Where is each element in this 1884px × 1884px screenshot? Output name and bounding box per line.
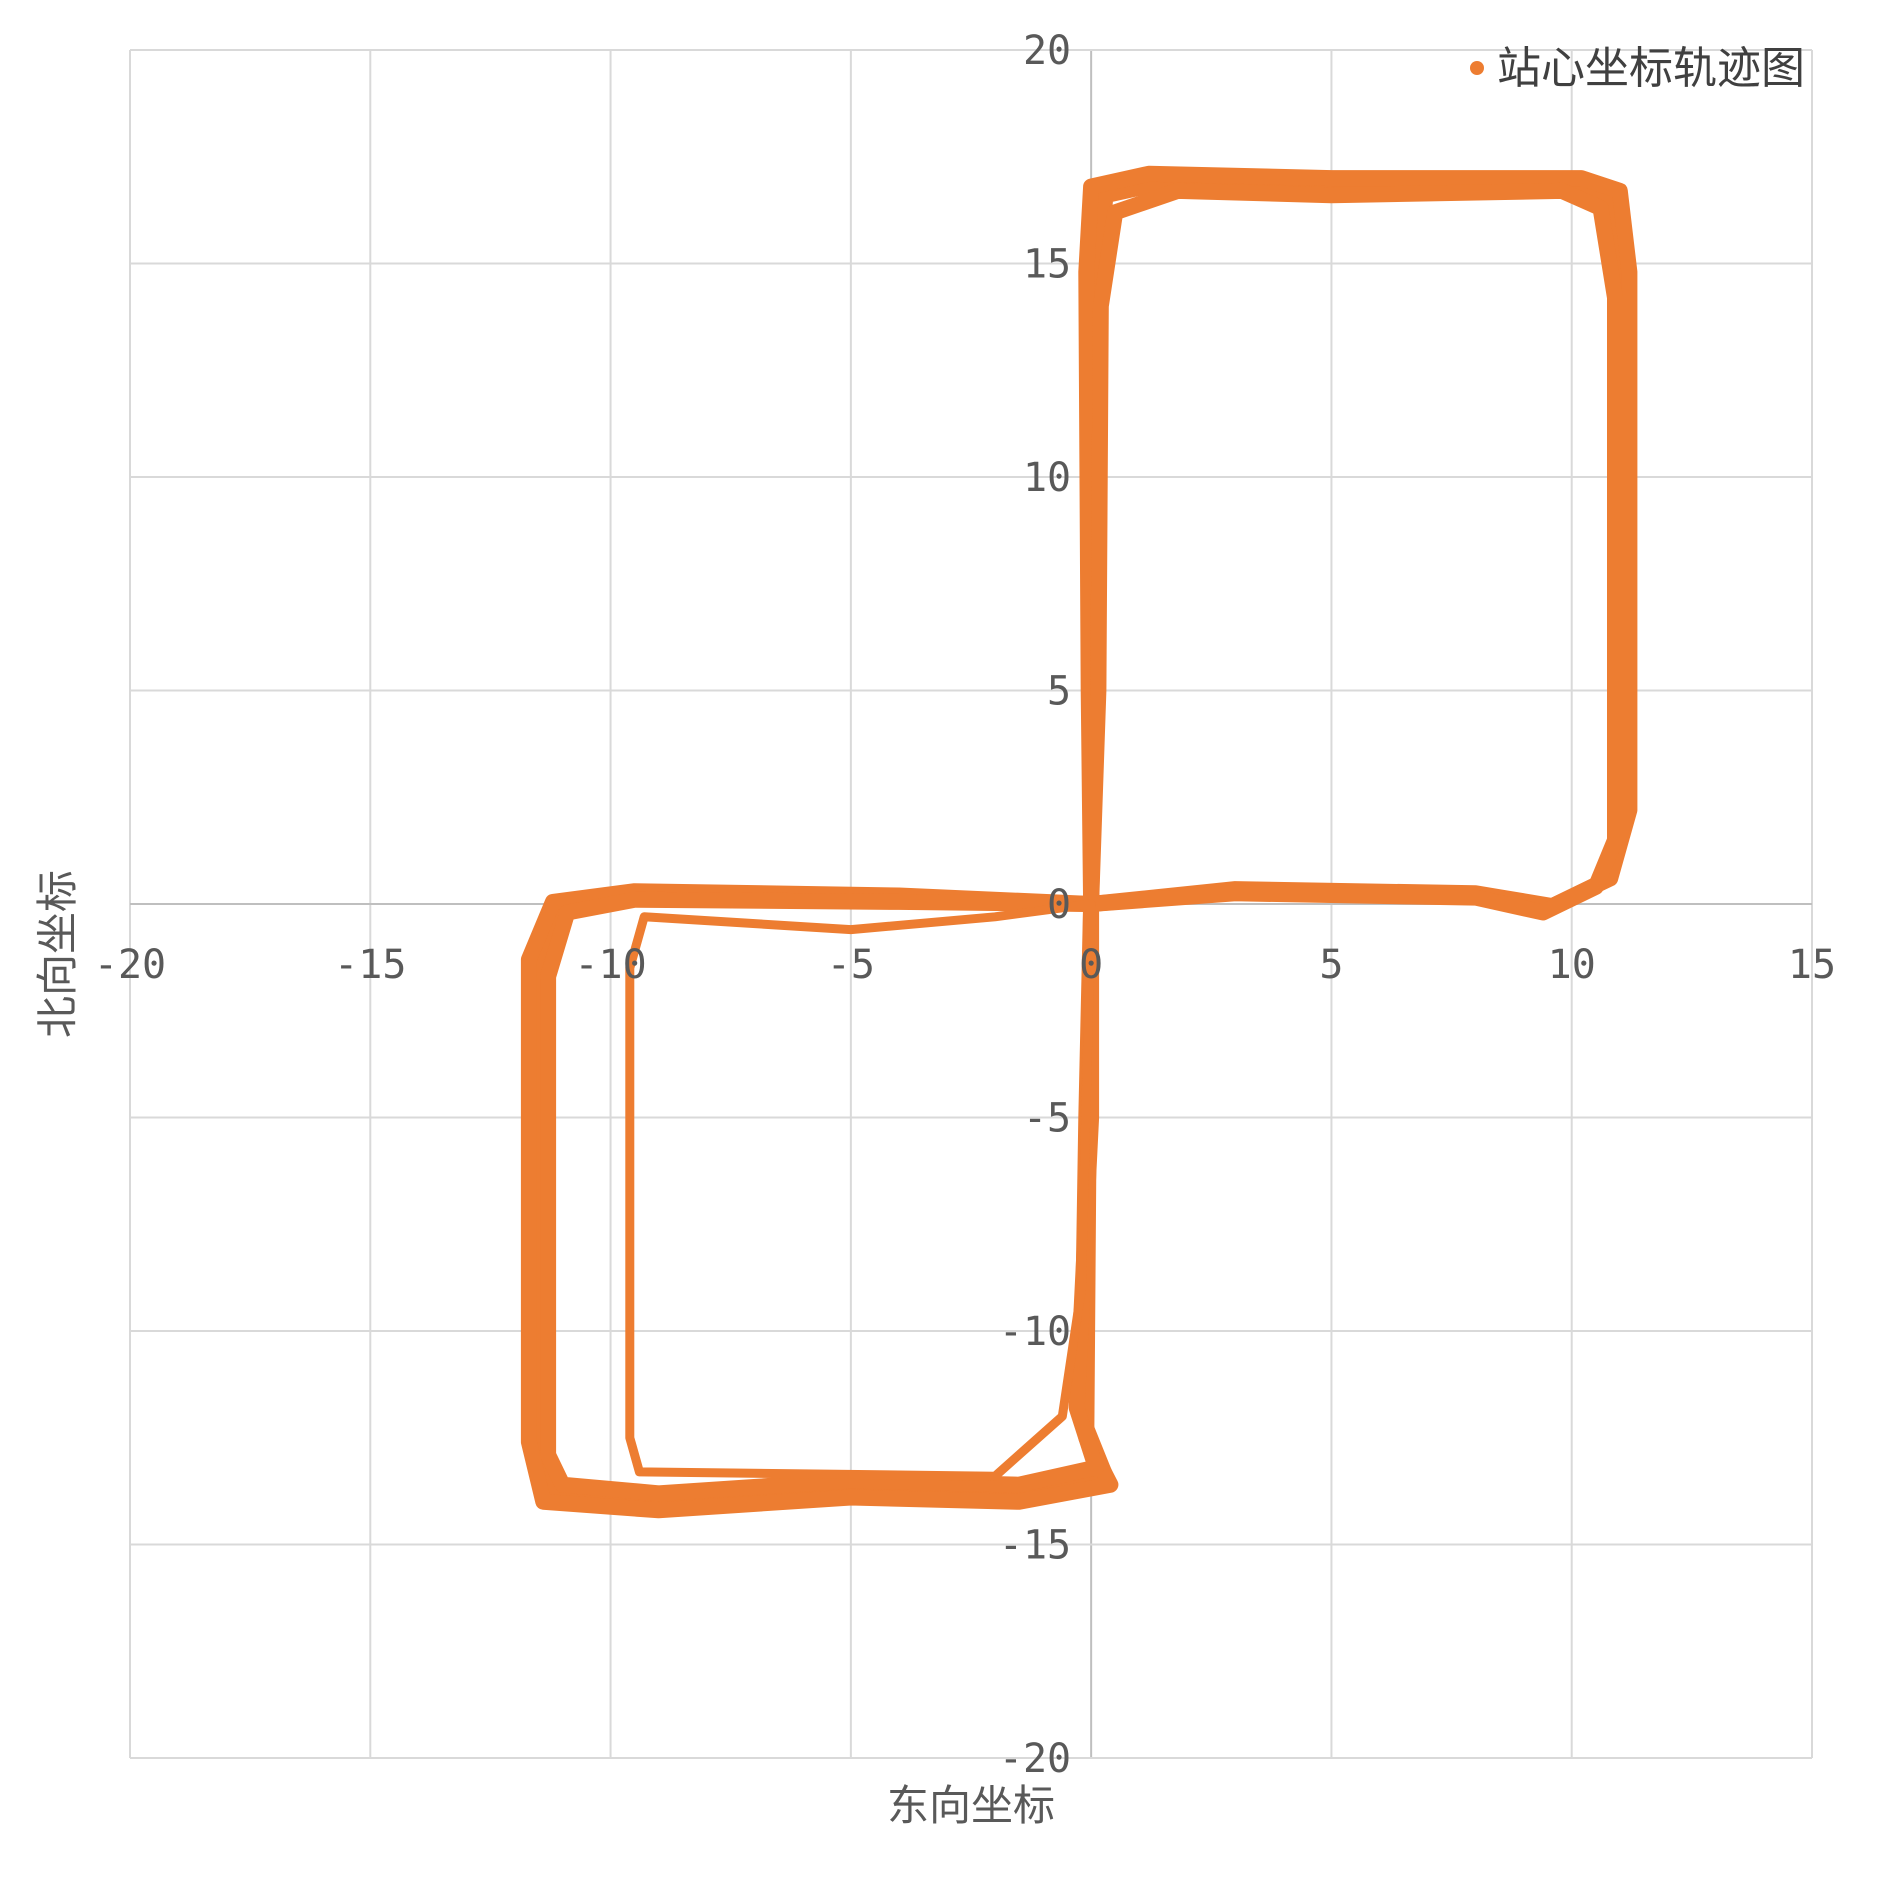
x-tick-label: -10: [574, 942, 646, 988]
legend-label: 站心坐标轨迹图: [1497, 43, 1805, 94]
trajectory-line: [625, 899, 1096, 1481]
x-tick-label: -5: [827, 942, 875, 988]
y-tick-label: 20: [1023, 28, 1071, 74]
legend-marker: [1470, 61, 1484, 75]
y-tick-label: 0: [1047, 882, 1071, 928]
y-axis-title: 北向坐标: [33, 870, 82, 1038]
y-tick-label: -5: [1023, 1096, 1071, 1142]
y-tick-label: -10: [999, 1309, 1071, 1355]
y-tick-label: 5: [1047, 669, 1071, 715]
x-tick-label: 10: [1548, 942, 1596, 988]
x-axis-title: 东向坐标: [887, 1781, 1055, 1830]
x-tick-label: -15: [334, 942, 406, 988]
y-tick-label: -15: [999, 1523, 1071, 1569]
trajectory-line: [540, 182, 1623, 1502]
x-tick-label: 15: [1788, 942, 1836, 988]
y-tick-label: 15: [1023, 242, 1071, 288]
x-tick-label: 5: [1319, 942, 1343, 988]
x-tick-label: -20: [94, 942, 166, 988]
x-tick-label: 0: [1079, 942, 1103, 988]
y-tick-label: 10: [1023, 455, 1071, 501]
y-tick-label: -20: [999, 1736, 1071, 1782]
